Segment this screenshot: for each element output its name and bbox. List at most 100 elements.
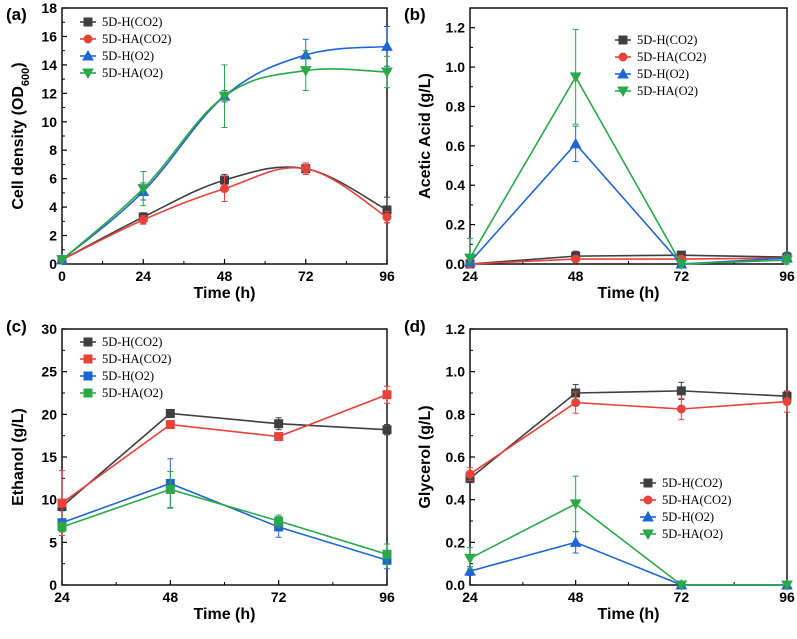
series-5D-HA(O2) [464, 475, 793, 592]
y-tick-label: 0.8 [446, 406, 466, 422]
tick-group: 24 48 72 96 0 5 10 15 20 25 30 [41, 321, 395, 605]
y-axis-label-main: Cell density (OD [10, 86, 27, 210]
y-tick-label: 14 [41, 57, 57, 73]
y-tick-label: 12 [41, 85, 57, 101]
data-point [382, 425, 392, 435]
plot-group [464, 29, 793, 271]
data-point [57, 498, 67, 508]
legend-entry: 5D-HA(CO2) [80, 32, 171, 46]
series-5D-HA(CO2) [465, 390, 792, 481]
series-line [61, 393, 388, 504]
legend-label: 5D-H(O2) [637, 67, 689, 81]
data-point [675, 259, 688, 271]
series-line [469, 390, 788, 479]
data-point [274, 419, 284, 429]
y-axis-label-subscript: 600 [20, 68, 32, 86]
data-point [571, 254, 581, 264]
data-point [382, 549, 392, 559]
y-tick-label: 0.4 [446, 177, 466, 193]
series-line [469, 257, 788, 265]
y-tick-label: 0.2 [446, 217, 466, 233]
legend-entry: 5D-HA(O2) [80, 66, 163, 80]
legend-marker [643, 495, 653, 505]
series-line [469, 75, 788, 265]
y-axis-label: Ethanol (g/L) [10, 408, 27, 506]
legend-label: 5D-HA(O2) [102, 386, 163, 400]
x-tick-label: 0 [58, 268, 66, 284]
data-point [675, 580, 688, 592]
x-tick-label: 24 [462, 268, 478, 284]
data-point [781, 580, 793, 592]
legend-marker [618, 52, 628, 62]
legend-entry: 5D-H(O2) [80, 49, 154, 63]
data-point [465, 469, 475, 479]
legend-entry: 5D-H(O2) [640, 510, 714, 524]
plot-group [57, 385, 392, 570]
x-tick-label: 48 [568, 268, 584, 284]
y-tick-label: 0.8 [446, 98, 466, 114]
data-point [138, 215, 148, 225]
y-tick-label: 4 [49, 199, 57, 215]
legend-label: 5D-H(CO2) [102, 15, 162, 29]
y-axis-label: Glycerol (g/L) [417, 405, 434, 508]
legend-entry: 5D-HA(O2) [640, 527, 723, 541]
plot-group [464, 381, 793, 592]
legend-entry: 5D-H(CO2) [80, 335, 162, 349]
panel-label: (c) [6, 317, 27, 336]
y-tick-label: 1.0 [446, 59, 466, 75]
x-tick-label: 96 [779, 589, 795, 605]
panel-c: (c) 24 48 72 96 0 5 10 15 20 25 30 5D-H(CO2) 5D-HA(… [6, 317, 395, 623]
plot-group [56, 25, 393, 266]
series-line [61, 482, 388, 562]
legend: 5D-H(CO2) 5D-HA(CO2) 5D-H(O2) 5D-HA(O2) [80, 335, 171, 400]
data-point [274, 432, 284, 442]
y-tick-label: 10 [41, 492, 57, 508]
legend-marker [642, 510, 654, 522]
data-point [137, 184, 150, 195]
y-tick-label: 0.4 [446, 492, 466, 508]
series-5D-HA(CO2) [57, 385, 392, 537]
legend-marker [618, 35, 628, 45]
panel-label: (d) [404, 317, 426, 336]
series-line [61, 68, 388, 261]
data-point [165, 408, 175, 418]
legend-entry: 5D-HA(CO2) [615, 50, 706, 64]
y-tick-label: 25 [41, 364, 57, 380]
y-tick-label: 8 [49, 142, 57, 158]
legend-entry: 5D-H(O2) [80, 369, 154, 383]
x-tick-label: 24 [135, 268, 151, 284]
tick-group: 24 48 72 96 0.0 0.2 0.4 0.6 0.8 1.0 1.2 [446, 20, 795, 284]
legend-marker [83, 17, 93, 27]
series-line [469, 541, 787, 586]
series-5D-HA(O2) [464, 29, 793, 271]
x-axis-label: Time (h) [598, 285, 660, 302]
legend-marker [617, 67, 629, 79]
legend-label: 5D-H(O2) [102, 369, 154, 383]
series-line [469, 254, 788, 265]
data-point [56, 255, 68, 266]
series-5D-H(CO2) [465, 381, 792, 484]
legend-entry: 5D-H(CO2) [640, 476, 722, 490]
legend-entry: 5D-HA(O2) [80, 386, 163, 400]
legend-label: 5D-HA(CO2) [102, 352, 171, 366]
y-tick-label: 18 [41, 0, 57, 16]
y-axis-label-end: ) [10, 62, 27, 67]
x-tick-label: 96 [779, 268, 795, 284]
y-tick-label: 30 [41, 321, 57, 337]
y-tick-label: 5 [49, 534, 57, 550]
series-line [469, 400, 788, 475]
y-tick-label: 0.0 [446, 256, 466, 272]
data-point [299, 66, 312, 77]
x-tick-label: 72 [674, 589, 690, 605]
data-point [382, 390, 392, 400]
y-tick-label: 0.0 [446, 577, 466, 593]
series-5D-H(O2) [57, 458, 392, 570]
data-point [464, 253, 476, 265]
data-point [676, 386, 686, 396]
data-point [464, 565, 476, 576]
legend-marker [82, 49, 94, 61]
data-point [165, 420, 175, 430]
legend: 5D-H(CO2) 5D-HA(CO2) 5D-H(O2) 5D-HA(O2) [80, 15, 171, 80]
legend-label: 5D-H(CO2) [102, 335, 162, 349]
